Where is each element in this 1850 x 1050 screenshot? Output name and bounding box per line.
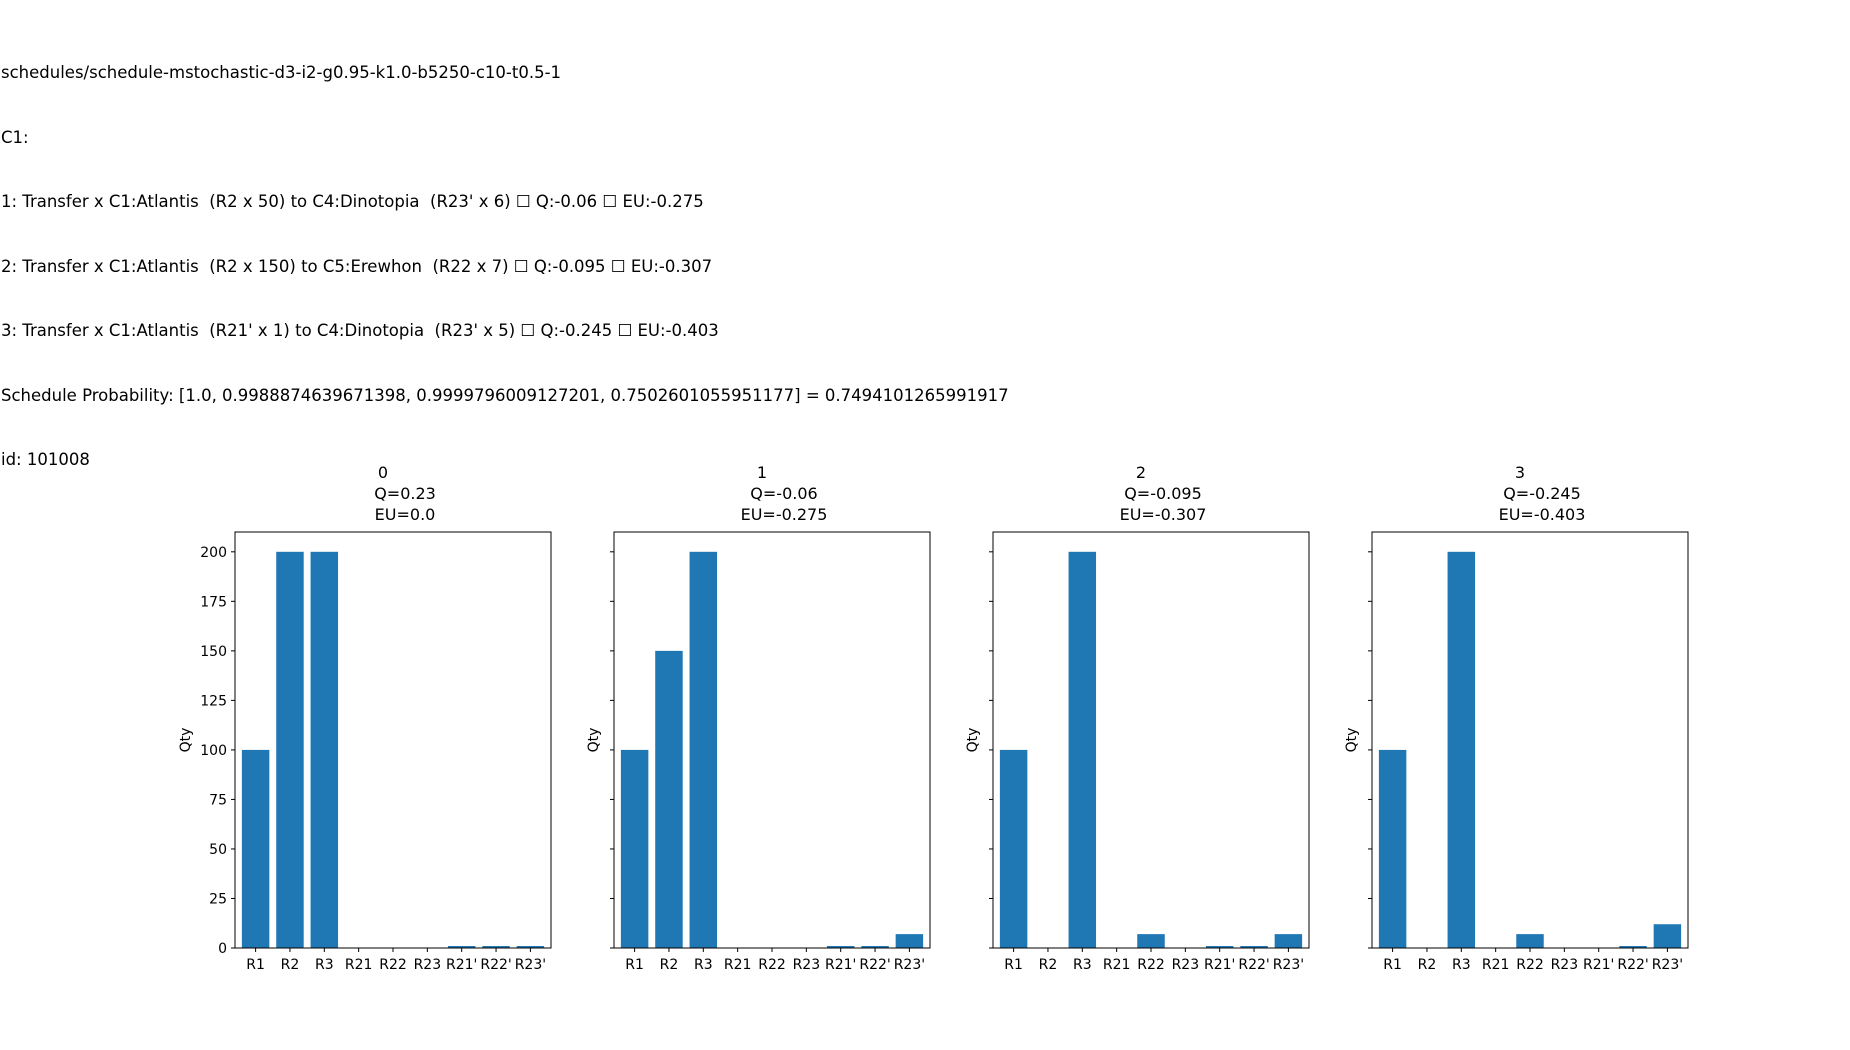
panel-0-xtick-label-R23: R23 [414, 957, 442, 973]
panel-0-bar-R23' [516, 946, 545, 948]
header-line-probability: Schedule Probability: [1.0, 0.9988874639… [1, 385, 1009, 405]
panel-0-xtick-label-R1: R1 [246, 957, 265, 973]
panel-0-ytick-label-175: 175 [200, 594, 227, 610]
panel-2-q-label: Q=-0.095 [1124, 484, 1202, 503]
panel-0-bar-R22' [482, 946, 510, 948]
panel-1-bar-R2 [655, 650, 683, 948]
panel-0-bar-R21' [447, 946, 476, 948]
panel-2-xtick-label-R23': R23' [1273, 957, 1304, 973]
panel-0-xtick-label-R21': R21' [446, 957, 477, 973]
panel-3-xtick-label-R23: R23 [1551, 957, 1579, 973]
panel-3-axes-frame [1371, 531, 1689, 949]
panel-2-bar-R23' [1274, 934, 1303, 948]
panel-3-xtick-label-R22': R22' [1617, 957, 1648, 973]
header-text-block: schedules/schedule-mstochastic-d3-i2-g0.… [1, 19, 1009, 492]
panel-0-eu-label: EU=0.0 [375, 505, 436, 524]
panel-1-bar-R23' [895, 934, 924, 948]
panel-0-ytick-label-75: 75 [209, 792, 227, 808]
panel-0-xtick-label-R22: R22 [379, 957, 407, 973]
panel-3-xtick-label-R23': R23' [1652, 957, 1683, 973]
panel-1-xtick-label-R22': R22' [859, 957, 890, 973]
panel-1-eu-label: EU=-0.275 [741, 505, 828, 524]
panel-3-xtick-label-R1: R1 [1383, 957, 1402, 973]
panel-3-bar-R22' [1619, 946, 1647, 948]
panel-1-xtick-label-R23': R23' [894, 957, 925, 973]
panel-2-xtick-label-R2: R2 [1039, 957, 1058, 973]
header-line-step-1: 1: Transfer x C1:Atlantis (R2 x 50) to C… [1, 192, 704, 211]
panel-1-xtick-label-R22: R22 [758, 957, 786, 973]
panel-0-xtick-label-R2: R2 [281, 957, 300, 973]
panel-1-xtick-label-R21': R21' [825, 957, 856, 973]
panel-0-bar-R1 [241, 749, 270, 948]
panel-2-xtick-label-R21: R21 [1103, 957, 1131, 973]
panel-1-xtick-label-R3: R3 [694, 957, 713, 973]
panel-2-title: 2 [1136, 463, 1146, 482]
panel-1-xtick-label-R21: R21 [724, 957, 752, 973]
panel-0-bar-R2 [276, 551, 304, 948]
panel-1-q-label: Q=-0.06 [750, 484, 817, 503]
panel-0-ytick-label-125: 125 [200, 693, 227, 709]
panel-1-title: 1 [757, 463, 767, 482]
panel-1-ylabel: Qty [586, 728, 602, 753]
panel-0-xtick-label-R22': R22' [480, 957, 511, 973]
panel-0-ytick-label-0: 0 [218, 941, 227, 957]
panel-3-bar-R1 [1378, 749, 1407, 948]
panel-1-xtick-label-R2: R2 [660, 957, 679, 973]
panel-3-q-label: Q=-0.245 [1503, 484, 1581, 503]
panel-1-bar-R21' [826, 946, 855, 948]
panel-3-bar-R22 [1516, 934, 1544, 948]
panel-0-xtick-label-R3: R3 [315, 957, 334, 973]
panel-3-ylabel: Qty [1344, 728, 1360, 753]
panel-0-bar-R3 [310, 551, 339, 948]
panel-3-xtick-label-R21: R21 [1482, 957, 1510, 973]
panel-2-axes-frame [992, 531, 1310, 949]
panel-2-xtick-label-R1: R1 [1004, 957, 1023, 973]
panel-0-ylabel: Qty [178, 728, 194, 753]
panel-2-bar-R22' [1240, 946, 1268, 948]
panel-0-ytick-label-100: 100 [200, 743, 227, 759]
panel-1-bar-R22' [861, 946, 889, 948]
panel-2-bar-R1 [999, 749, 1028, 948]
panel-3-xtick-label-R2: R2 [1418, 957, 1437, 973]
header-line-id: id: 101008 [1, 450, 90, 469]
header-line-c1: C1: [1, 127, 29, 147]
header-line-step-2: 2: Transfer x C1:Atlantis (R2 x 150) to … [1, 256, 713, 276]
panel-1-bar-R1 [620, 749, 649, 948]
panel-3-xtick-label-R21': R21' [1583, 957, 1614, 973]
panel-3-xtick-label-R3: R3 [1452, 957, 1471, 973]
panel-3-eu-label: EU=-0.403 [1499, 505, 1586, 524]
panel-2-xtick-label-R21': R21' [1204, 957, 1235, 973]
panel-0-ytick-label-150: 150 [200, 644, 227, 660]
panel-2-ylabel: Qty [965, 728, 981, 753]
panel-2-xtick-label-R23: R23 [1172, 957, 1200, 973]
panel-3-bar-R23' [1653, 924, 1682, 948]
panel-0-xtick-label-R23': R23' [515, 957, 546, 973]
panel-0-title: 0 [378, 463, 388, 482]
panel-2-xtick-label-R3: R3 [1073, 957, 1092, 973]
panel-2-xtick-label-R22': R22' [1238, 957, 1269, 973]
panel-1-xtick-label-R1: R1 [625, 957, 644, 973]
panel-1-xtick-label-R23: R23 [793, 957, 821, 973]
panel-0-ytick-label-25: 25 [209, 891, 227, 907]
panel-3-bar-R3 [1447, 551, 1476, 948]
panel-2-bar-R22 [1137, 934, 1165, 948]
panel-3-title: 3 [1515, 463, 1525, 482]
panel-1-bar-R3 [689, 551, 718, 948]
header-line-step-3: 3: Transfer x C1:Atlantis (R21' x 1) to … [1, 321, 719, 340]
panel-2-xtick-label-R22: R22 [1137, 957, 1165, 973]
panel-0-q-label: Q=0.23 [374, 484, 436, 503]
panel-3-xtick-label-R22: R22 [1516, 957, 1544, 973]
panel-0-ytick-label-50: 50 [209, 842, 227, 858]
panel-2-bar-R3 [1068, 551, 1097, 948]
panel-2-eu-label: EU=-0.307 [1120, 505, 1207, 524]
header-line-path: schedules/schedule-mstochastic-d3-i2-g0.… [1, 63, 562, 82]
panel-0-xtick-label-R21: R21 [345, 957, 373, 973]
panel-0-ytick-label-200: 200 [200, 545, 227, 561]
panel-2-bar-R21' [1205, 946, 1234, 948]
